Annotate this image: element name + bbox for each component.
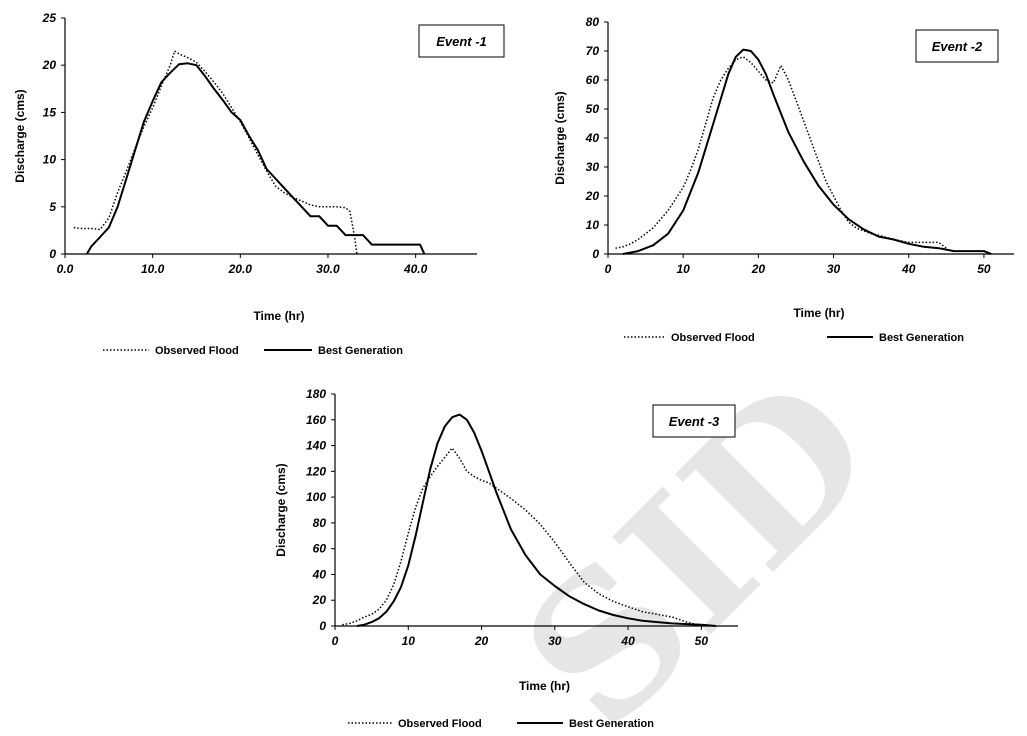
- event-label: Event -1: [436, 34, 487, 49]
- y-tick-label: 180: [306, 387, 326, 401]
- y-tick-label: 0: [319, 619, 326, 633]
- legend-label-best: Best Generation: [569, 718, 654, 730]
- x-tick-label: 30: [548, 634, 562, 648]
- legend-label-observed: Observed Flood: [398, 718, 482, 730]
- y-tick-label: 5: [49, 200, 56, 214]
- y-tick-label: 20: [42, 58, 57, 72]
- y-tick-label: 160: [306, 413, 326, 427]
- x-tick-label: 10: [677, 262, 691, 276]
- x-axis-title: Time (hr): [253, 309, 304, 323]
- x-tick-label: 40.0: [403, 262, 428, 276]
- x-axis-title: Time (hr): [793, 306, 844, 320]
- y-axis-title: Discharge (cms): [553, 91, 567, 184]
- best-generation-line: [622, 48, 992, 255]
- event-label-box: [915, 29, 999, 63]
- x-tick-label: 0: [332, 634, 339, 648]
- x-tick-label: 20: [751, 262, 766, 276]
- chart-event-3: 0 20 40 60 80 100 120 140 160 180 0 10 20 30 40 50 Time …: [274, 387, 738, 730]
- x-tick-label: 30: [827, 262, 841, 276]
- y-tick-label: 0: [49, 247, 56, 261]
- x-tick-label: 20: [474, 634, 489, 648]
- y-tick-label: 0: [592, 247, 599, 261]
- observed-flood-line: [615, 56, 947, 249]
- y-tick-label: 140: [306, 439, 326, 453]
- x-tick-label: 50: [977, 262, 991, 276]
- chart-event-2: 0 10 20 30 40 50 60 70 80 0 10 20 30 40 50 Time (hr) Dis…: [553, 15, 1014, 344]
- y-tick-label: 50: [586, 102, 600, 116]
- y-tick-label: 80: [586, 15, 600, 29]
- y-tick-label: 60: [313, 542, 327, 556]
- y-tick-label: 100: [306, 490, 326, 504]
- x-axis-title: Time (hr): [519, 679, 570, 693]
- event-label: Event -2: [932, 39, 983, 54]
- y-tick-label: 70: [586, 44, 600, 58]
- y-tick-label: 20: [312, 593, 327, 607]
- event-label: Event -3: [669, 414, 720, 429]
- event-label-box: [418, 24, 505, 58]
- x-tick-label: 50: [695, 634, 709, 648]
- y-tick-label: 30: [586, 160, 600, 174]
- y-tick-label: 20: [585, 189, 600, 203]
- legend-label-best: Best Generation: [879, 332, 964, 344]
- y-tick-label: 60: [586, 73, 600, 87]
- best-generation-line: [356, 413, 717, 627]
- best-generation-line: [86, 62, 426, 255]
- legend-label-observed: Observed Flood: [155, 345, 239, 357]
- y-tick-label: 80: [313, 516, 327, 530]
- observed-flood-line: [342, 447, 702, 627]
- x-tick-label: 40: [901, 262, 916, 276]
- event-label-box: [652, 404, 736, 438]
- y-tick-label: 15: [43, 105, 57, 119]
- y-tick-label: 10: [43, 153, 57, 167]
- x-tick-label: 40: [620, 634, 635, 648]
- x-tick-label: 10.0: [141, 262, 165, 276]
- y-tick-label: 25: [42, 11, 57, 25]
- y-tick-label: 40: [585, 131, 600, 145]
- y-tick-label: 10: [586, 218, 600, 232]
- legend-label-observed: Observed Flood: [671, 332, 755, 344]
- observed-flood-line: [73, 50, 358, 255]
- x-tick-label: 30.0: [316, 262, 340, 276]
- y-axis-title: Discharge (cms): [274, 463, 288, 556]
- y-tick-label: 40: [312, 567, 327, 581]
- sid-watermark: SID: [481, 336, 915, 736]
- y-tick-label: 120: [306, 464, 326, 478]
- x-tick-label: 10: [402, 634, 416, 648]
- legend-label-best: Best Generation: [318, 345, 403, 357]
- chart-event-1: 0 5 10 15 20 25 0.0 10.0 20.0 30.0 40.0 Time (hr) Di…: [13, 11, 505, 357]
- x-tick-label: 20.0: [228, 262, 253, 276]
- x-tick-label: 0.0: [57, 262, 74, 276]
- y-axis-title: Discharge (cms): [13, 89, 27, 182]
- x-tick-label: 0: [605, 262, 612, 276]
